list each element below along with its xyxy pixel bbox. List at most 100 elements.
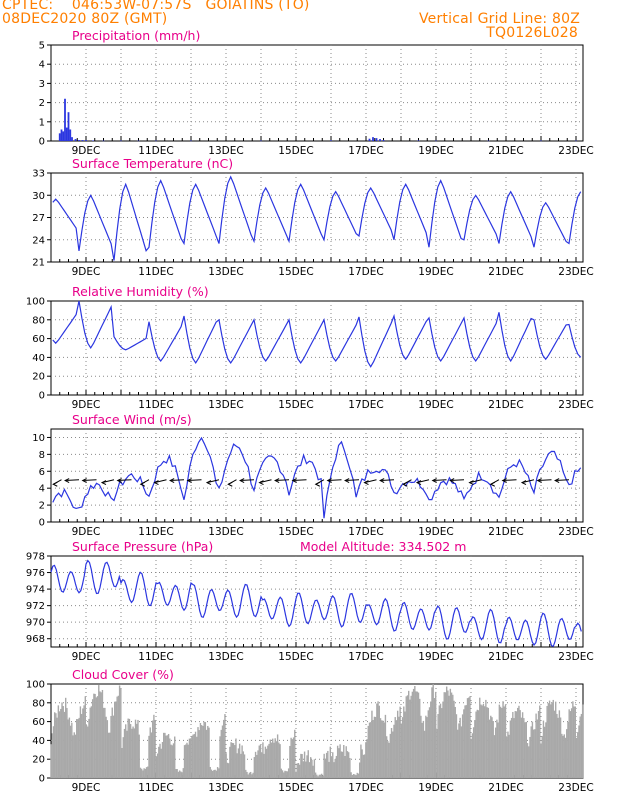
y-tick-label: 978 — [26, 552, 45, 563]
cloud-bar — [343, 745, 345, 778]
cloud-bar — [556, 713, 558, 778]
cloud-bar — [148, 735, 150, 778]
cloud-bar — [493, 735, 496, 778]
x-tick-label: 9DEC — [72, 782, 101, 794]
cloud-bar — [50, 744, 52, 778]
x-tick-label: 23DEC — [558, 266, 593, 278]
x-tick-label: 17DEC — [348, 782, 383, 794]
cloud-bar — [367, 725, 369, 778]
precip-bar — [382, 140, 385, 141]
wind-arrow — [450, 479, 465, 482]
cloud-bar — [295, 771, 297, 778]
cloud-bar — [559, 717, 562, 778]
cloud-bar — [118, 685, 121, 778]
wind-arrow — [502, 479, 517, 482]
cloud-bar — [573, 706, 575, 778]
y-tick-label: 80 — [32, 315, 45, 326]
cloud-bar — [354, 774, 356, 778]
cloud-bar — [172, 743, 175, 778]
cloud-bar — [313, 759, 316, 778]
cloud-bar — [227, 763, 230, 778]
cloud-bar — [376, 703, 378, 778]
cloud-bar — [491, 717, 493, 778]
cloud-bar — [82, 708, 84, 778]
x-tick-label: 23DEC — [558, 782, 593, 794]
cloud-bar — [443, 692, 445, 778]
cloud-bar — [256, 754, 258, 778]
x-tick-label: 15DEC — [278, 526, 313, 538]
x-tick-label: 9DEC — [72, 651, 101, 663]
cloud-bar — [537, 711, 540, 778]
wind-arrow-head — [415, 480, 422, 486]
cloud-bar — [480, 704, 482, 778]
wind-arrow — [117, 479, 132, 482]
cloud-bar — [327, 750, 329, 778]
y-tick-label: 970 — [26, 618, 45, 629]
x-tick-label: 13DEC — [208, 526, 243, 538]
cloud-bar — [540, 743, 542, 778]
cloud-bar — [147, 766, 149, 778]
cloud-bar — [164, 732, 166, 778]
cloud-bar — [350, 772, 352, 778]
x-tick-label: 17DEC — [348, 266, 383, 278]
cloud-bar — [80, 713, 83, 778]
cloud-bar — [490, 715, 492, 778]
cloud-bar — [419, 698, 421, 778]
cloud-bar — [55, 713, 57, 778]
cloud-bar — [450, 692, 453, 778]
cloud-bar — [512, 711, 514, 778]
precip-bar — [379, 139, 381, 141]
wind-arrow-head — [274, 478, 280, 483]
cloud-bar — [470, 738, 472, 778]
cloud-bar — [432, 684, 434, 778]
cloud-bar — [129, 724, 132, 778]
cloud-bar — [231, 742, 233, 778]
cloud-bar — [328, 761, 330, 778]
precip-bar — [67, 112, 70, 141]
wind-arrow-head — [64, 478, 70, 483]
cloud-bar — [426, 717, 428, 778]
cloud-bar — [542, 720, 545, 778]
cloud-bar — [377, 701, 379, 778]
wind-arrow-head — [326, 478, 332, 483]
series-line — [52, 300, 582, 368]
wind-arrow-head — [239, 478, 245, 483]
x-tick-label: 9DEC — [72, 526, 101, 538]
cloud-bar — [127, 718, 129, 778]
cloud-bar — [72, 735, 74, 778]
cloud-bar — [311, 759, 313, 778]
cloud-bar — [409, 699, 411, 778]
cloud-bar — [269, 739, 271, 778]
cloud-bar — [383, 722, 385, 778]
cloud-bar — [578, 725, 580, 778]
cloud-bar — [121, 747, 123, 778]
panel-6 — [47, 683, 584, 779]
cloud-bar — [95, 697, 98, 778]
cloud-bar — [154, 719, 156, 778]
cloud-bar — [136, 723, 138, 778]
cloud-bar — [235, 738, 237, 778]
cloud-bar — [88, 718, 90, 778]
wind-arrow-head — [81, 478, 87, 483]
wind-arrow-head — [554, 478, 560, 483]
y-tick-label: 40 — [32, 736, 45, 747]
cloud-bar — [403, 706, 405, 778]
cloud-bar — [218, 768, 220, 778]
cloud-bar — [545, 722, 547, 778]
cloud-bar — [134, 719, 137, 778]
cloud-bar — [421, 722, 423, 778]
cloud-bar — [133, 728, 135, 778]
cloud-bar — [214, 769, 216, 778]
precip-bar — [85, 140, 87, 141]
cloud-bar — [577, 732, 579, 778]
cloud-bar — [65, 697, 67, 778]
cloud-bar — [116, 696, 118, 778]
cloud-bar — [149, 727, 151, 778]
cloud-bar — [132, 726, 134, 778]
x-tick-label: 15DEC — [278, 145, 313, 157]
precip-bar — [375, 138, 378, 141]
cloud-bar — [275, 741, 278, 778]
cloud-bar — [503, 706, 505, 778]
cloud-bar — [405, 696, 407, 778]
precip-bar — [417, 140, 420, 141]
